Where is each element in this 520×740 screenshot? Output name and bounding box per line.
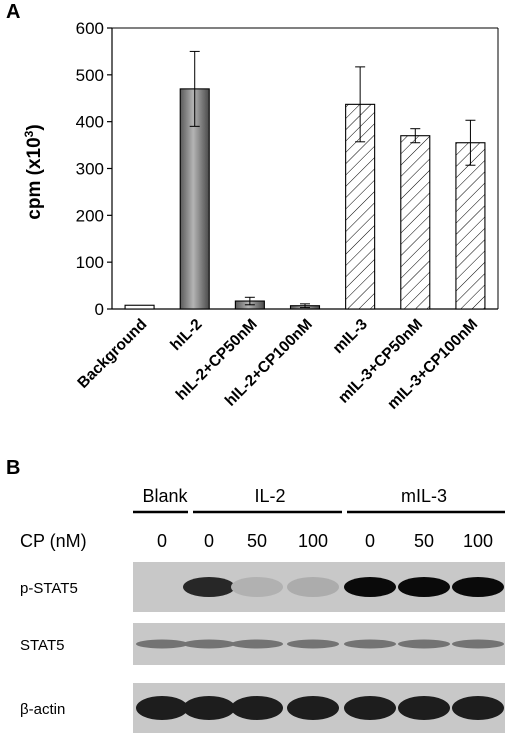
cp-value: 0	[365, 531, 375, 551]
blot-band	[136, 639, 188, 649]
blot-band	[452, 696, 504, 720]
blot-band	[136, 696, 188, 720]
blot-band	[398, 577, 450, 597]
bar	[124, 304, 155, 310]
bar-chart: cpm (x103) 0 100 200 300 400 500 600 Backgroun…	[22, 19, 499, 413]
blot-band	[398, 639, 450, 649]
y-axis-label-main: cpm (x10	[24, 137, 45, 219]
bars	[124, 50, 486, 310]
y-axis-label-close: )	[24, 124, 45, 130]
cp-value: 0	[204, 531, 214, 551]
blot-band	[398, 696, 450, 720]
group-label: mIL-3	[401, 486, 447, 506]
blot-band	[344, 639, 396, 649]
blot-band	[452, 639, 504, 649]
y-tick-label: 300	[76, 160, 104, 179]
y-tick-label: 200	[76, 206, 104, 225]
y-axis-label: cpm (x103)	[22, 124, 45, 219]
y-tick-label: 400	[76, 113, 104, 132]
cp-value: 100	[298, 531, 328, 551]
cp-value: 50	[247, 531, 267, 551]
blot-row-label: β-actin	[20, 701, 65, 718]
cp-value: 100	[463, 531, 493, 551]
y-axis-label-sup: 3	[22, 130, 36, 137]
blot-band	[287, 577, 339, 597]
y-tick-label: 0	[95, 300, 104, 319]
x-tick-label: Background	[74, 316, 150, 392]
y-tick-label: 600	[76, 19, 104, 38]
western-blot: Blank IL-2 mIL-3 CP (nM) 0 0 50 100 0 50 100 p-STAT…	[20, 486, 505, 733]
blot-band	[452, 577, 504, 597]
cp-value: 50	[414, 531, 434, 551]
blot-band	[287, 639, 339, 649]
cp-label: CP (nM)	[20, 531, 87, 551]
blot-band	[231, 696, 283, 720]
y-tick-label: 100	[76, 253, 104, 272]
y-tick-label: 500	[76, 66, 104, 85]
blot-band	[183, 577, 235, 597]
y-axis: 0 100 200 300 400 500 600	[76, 19, 499, 319]
group-label: Blank	[142, 486, 188, 506]
blot-band	[231, 577, 283, 597]
x-tick-label: mIL-3	[330, 316, 372, 358]
x-tick-labels: Background hIL-2hIL-2+CP50nMhIL-2+CP100nM…	[74, 316, 481, 413]
panel-a-letter: A	[6, 1, 20, 23]
blot-band	[344, 577, 396, 597]
blot-row-label: STAT5	[20, 637, 64, 654]
blot-band	[231, 639, 283, 649]
blot-band	[183, 696, 235, 720]
blot-band	[287, 696, 339, 720]
x-tick-label: hIL-2	[167, 316, 205, 354]
cp-value: 0	[157, 531, 167, 551]
blot-band	[183, 639, 235, 649]
group-label: IL-2	[254, 486, 285, 506]
panel-b-letter: B	[6, 457, 20, 479]
bar	[400, 135, 431, 310]
bar	[455, 142, 486, 310]
blot-row-label: p-STAT5	[20, 580, 78, 597]
blot-band	[344, 696, 396, 720]
